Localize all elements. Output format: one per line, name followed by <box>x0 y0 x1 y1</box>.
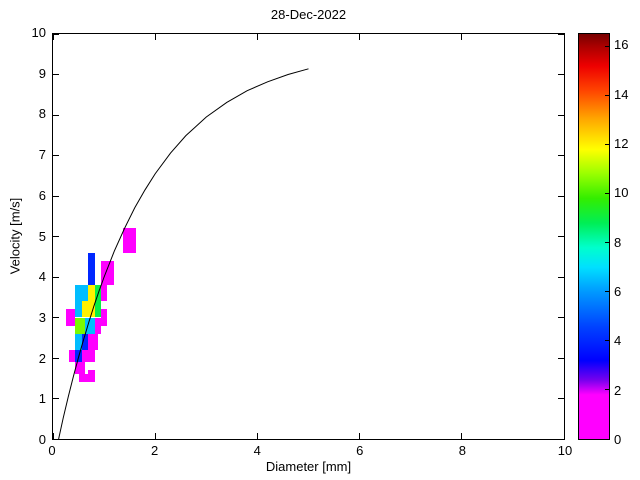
y-tick-mark <box>558 438 564 440</box>
x-tick-label: 10 <box>557 443 573 458</box>
y-tick-mark <box>53 398 59 399</box>
x-tick-mark <box>359 34 361 40</box>
x-tick-mark <box>154 433 156 439</box>
y-tick-mark <box>53 33 59 35</box>
colorbar-tick-mark <box>605 438 609 440</box>
y-tick-label: 8 <box>38 106 46 122</box>
y-tick-mark <box>53 317 59 318</box>
x-tick-mark <box>563 433 565 439</box>
y-tick-mark <box>558 357 564 359</box>
y-tick-mark <box>53 195 59 197</box>
y-tick-mark <box>53 236 59 237</box>
y-tick-mark <box>558 74 564 75</box>
y-tick-mark <box>558 236 564 237</box>
heatmap-cell <box>75 362 85 375</box>
heatmap-cell <box>88 252 95 286</box>
y-tick-mark <box>558 195 564 197</box>
heatmap-cell <box>75 317 85 334</box>
plot-title: 28-Dec-2022 <box>270 7 347 22</box>
heatmap-cell <box>94 285 101 318</box>
colorbar-tick-mark <box>605 143 609 145</box>
y-tick-mark <box>558 33 564 35</box>
heatmap-cell <box>75 285 89 302</box>
heatmap-cell <box>78 374 89 383</box>
y-tick-mark <box>53 357 59 359</box>
x-tick-mark <box>359 433 361 439</box>
heatmap-cell <box>81 333 89 350</box>
x-tick-mark <box>256 34 258 40</box>
colorbar-tick-mark <box>605 242 609 244</box>
y-tick-mark <box>558 276 564 278</box>
x-tick-label: 2 <box>150 443 159 458</box>
y-tick-label: 7 <box>38 147 46 163</box>
colorbar <box>578 33 610 440</box>
y-tick-label: 1 <box>38 391 46 407</box>
x-tick-mark <box>461 34 463 40</box>
colorbar-tick-mark <box>605 94 609 96</box>
heatmap-cell <box>81 349 95 363</box>
heatmap-cell <box>88 285 95 302</box>
colorbar-tick-label: 8 <box>614 234 622 250</box>
y-tick-mark <box>558 317 564 318</box>
y-tick-label: 6 <box>38 187 46 203</box>
heatmap-cell <box>65 309 76 326</box>
y-tick-label: 9 <box>38 65 46 81</box>
y-tick-mark <box>53 114 59 116</box>
colorbar-tick-label: 12 <box>614 136 629 151</box>
x-tick-label: 0 <box>48 443 56 458</box>
heatmap-cell <box>100 309 108 326</box>
y-tick-mark <box>53 155 59 156</box>
y-tick-label: 5 <box>38 228 46 244</box>
x-tick-label: 4 <box>253 443 261 458</box>
colorbar-tick-mark <box>605 389 609 391</box>
x-tick-mark <box>563 34 565 40</box>
y-tick-label: 4 <box>38 269 46 285</box>
y-tick-mark <box>558 398 564 399</box>
colorbar-tick-label: 16 <box>614 37 629 53</box>
heatmap-cell <box>75 333 82 350</box>
x-tick-mark <box>52 433 54 439</box>
y-tick-label: 2 <box>38 350 46 366</box>
y-tick-label: 0 <box>38 432 46 447</box>
heatmap-cell <box>84 317 95 334</box>
y-tick-mark <box>53 74 59 75</box>
x-tick-mark <box>154 34 156 40</box>
x-axis-label: Diameter [mm] <box>265 459 352 474</box>
x-tick-mark <box>461 433 463 439</box>
colorbar-tick-label: 6 <box>614 284 622 299</box>
colorbar-tick-mark <box>605 45 609 47</box>
x-tick-mark <box>256 433 258 439</box>
colorbar-tick-label: 14 <box>614 86 629 102</box>
x-tick-label: 8 <box>458 443 467 458</box>
heatmap-cell <box>88 370 95 383</box>
plot-area <box>52 33 565 440</box>
heatmap-cell <box>75 301 82 318</box>
heatmap-cell <box>88 333 98 350</box>
colorbar-tick-label: 2 <box>614 382 622 398</box>
colorbar-tick-label: 0 <box>614 432 622 447</box>
heatmap-cell <box>100 285 108 302</box>
y-tick-mark <box>53 438 59 440</box>
colorbar-tick-label: 4 <box>614 333 622 349</box>
y-tick-mark <box>558 155 564 156</box>
heatmap-cell <box>68 349 76 363</box>
y-tick-mark <box>558 114 564 116</box>
heatmap-cell <box>94 317 101 334</box>
terminal-velocity-curve <box>53 34 564 439</box>
heatmap-cell <box>123 228 137 253</box>
colorbar-tick-mark <box>605 193 609 195</box>
colorbar-tick-mark <box>605 340 609 342</box>
y-tick-label: 10 <box>31 25 46 40</box>
x-tick-label: 6 <box>356 443 364 458</box>
colorbar-tick-label: 10 <box>614 185 629 201</box>
y-tick-mark <box>53 276 59 278</box>
x-tick-mark <box>52 34 54 40</box>
y-tick-label: 3 <box>38 309 46 325</box>
heatmap-cell <box>100 260 114 286</box>
colorbar-tick-mark <box>605 291 609 293</box>
